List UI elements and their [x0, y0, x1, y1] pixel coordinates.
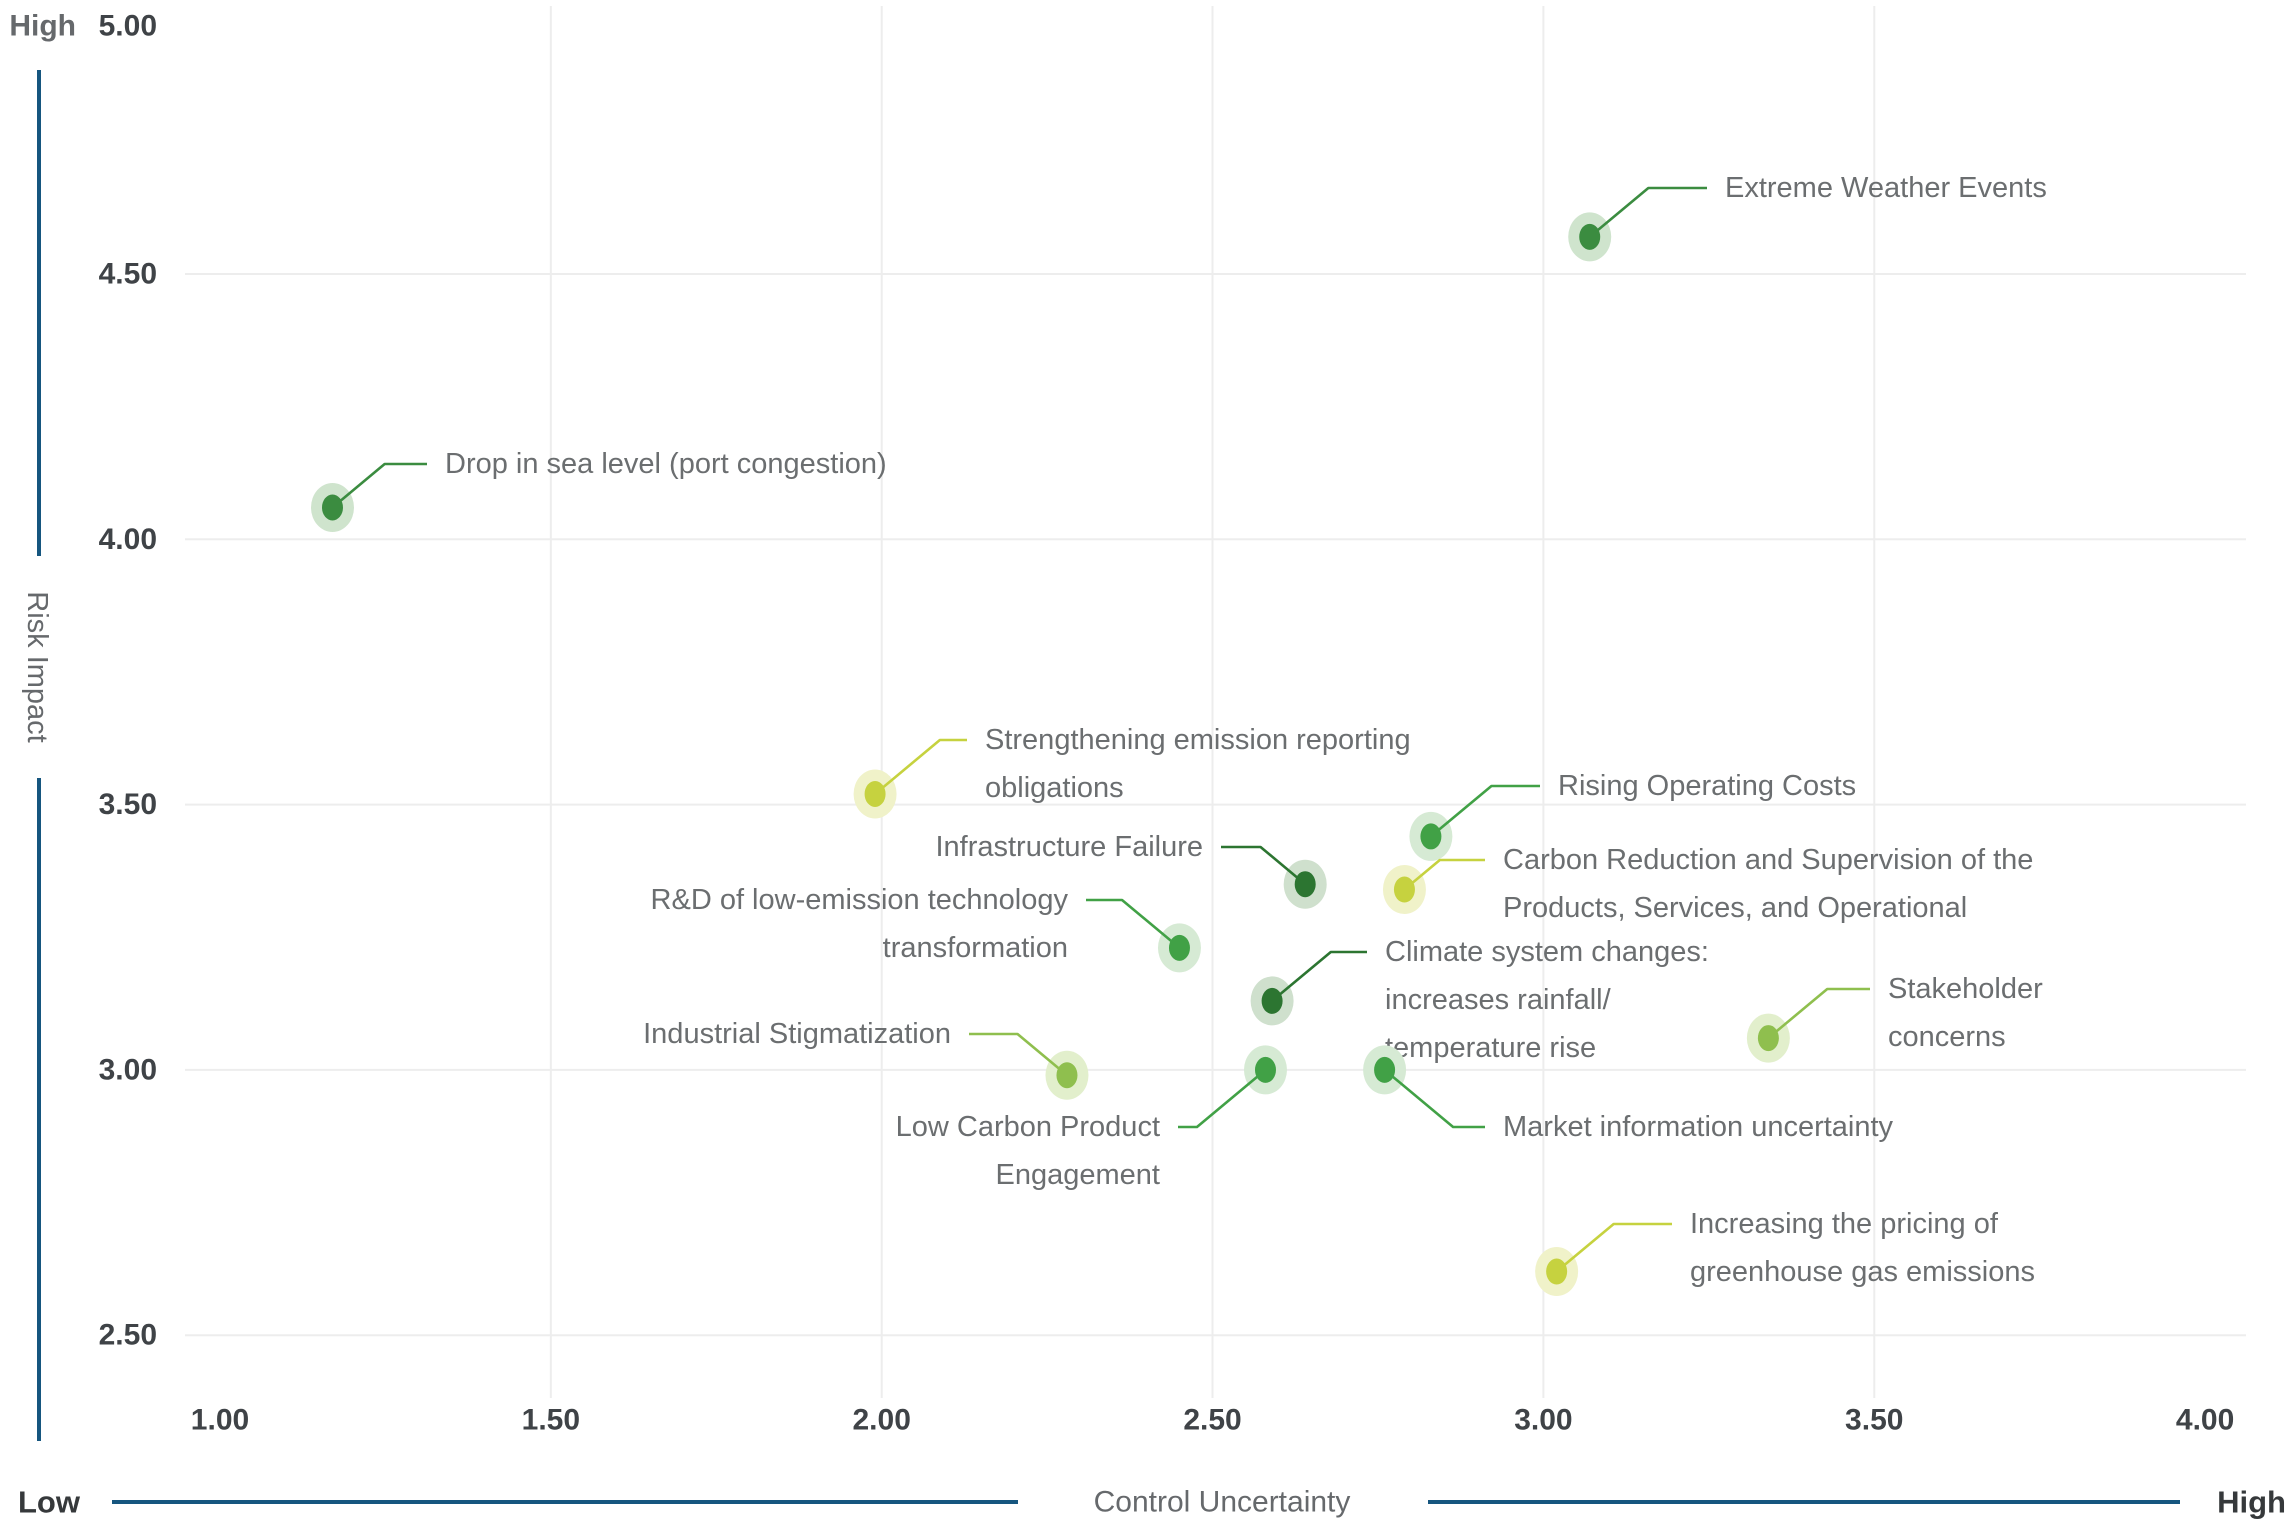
point-label-rd-low-emission-technology: R&D of low-emission technology [651, 884, 1069, 916]
point-dot-extreme-weather-events [1579, 223, 1601, 250]
point-dot-market-information-uncertainty [1374, 1056, 1396, 1083]
point-label-strengthening-emission-reporting: Strengthening emission reporting [985, 724, 1411, 756]
leader-line [874, 738, 967, 795]
point-dot-stakeholder-concerns [1757, 1025, 1779, 1052]
leader-line [1271, 950, 1367, 1002]
x-axis-title: Control Uncertainty [1094, 1486, 1351, 1519]
y-axis-high-label: High [9, 10, 76, 43]
x-axis-tick-label: 1.00 [191, 1404, 249, 1437]
point-label-carbon-reduction-supervision: Carbon Reduction and Supervision of the [1503, 844, 2033, 876]
y-axis-title: Risk Impact [21, 591, 53, 742]
x-axis-tick-label: 3.00 [1514, 1404, 1572, 1437]
leader-line [1383, 1068, 1485, 1129]
leader-line [1086, 898, 1181, 949]
y-axis-tick-label: 2.50 [99, 1319, 157, 1352]
point-label-climate-system-changes: temperature rise [1385, 1032, 1596, 1064]
leader-line [1221, 845, 1307, 886]
point-label-stakeholder-concerns: concerns [1888, 1021, 2006, 1053]
y-axis-tick-label: 3.00 [99, 1053, 157, 1086]
leader-line [1767, 987, 1870, 1040]
point-label-market-information-uncertainty: Market information uncertainty [1503, 1111, 1894, 1143]
x-axis-tick-label: 3.50 [1845, 1404, 1903, 1437]
point-label-increasing-pricing-ghg: Increasing the pricing of [1690, 1208, 1999, 1240]
point-dot-low-carbon-product-engagement [1254, 1056, 1276, 1083]
point-label-carbon-reduction-supervision: Products, Services, and Operational [1503, 892, 1967, 924]
point-label-infrastructure-failure: Infrastructure Failure [935, 831, 1203, 863]
point-dot-drop-in-sea-level [321, 494, 343, 521]
point-label-drop-in-sea-level: Drop in sea level (port congestion) [445, 448, 887, 480]
y-axis-tick-label: 4.50 [99, 258, 157, 291]
point-label-strengthening-emission-reporting: obligations [985, 772, 1124, 804]
point-dot-climate-system-changes [1261, 987, 1283, 1014]
y-axis-tick-label: 3.50 [99, 788, 157, 821]
leader-line [1555, 1222, 1672, 1273]
point-label-rising-operating-costs: Rising Operating Costs [1558, 770, 1856, 802]
point-dot-carbon-reduction-supervision [1393, 876, 1415, 903]
point-label-rd-low-emission-technology: transformation [883, 932, 1068, 964]
point-dot-increasing-pricing-ghg [1546, 1258, 1568, 1285]
leader-line [1403, 858, 1485, 891]
x-axis-tick-label: 4.00 [2176, 1404, 2234, 1437]
point-label-industrial-stigmatization: Industrial Stigmatization [643, 1018, 951, 1050]
x-axis-tick-label: 2.50 [1183, 1404, 1241, 1437]
y-axis-tick-label: 4.00 [99, 523, 157, 556]
point-label-extreme-weather-events: Extreme Weather Events [1725, 172, 2047, 204]
x-axis-tick-label: 2.00 [853, 1404, 911, 1437]
point-label-stakeholder-concerns: Stakeholder [1888, 973, 2043, 1005]
y-axis-tick-label: 5.00 [99, 10, 157, 43]
point-dot-rising-operating-costs [1420, 823, 1442, 850]
point-label-climate-system-changes: Climate system changes: [1385, 936, 1709, 968]
point-label-increasing-pricing-ghg: greenhouse gas emissions [1690, 1256, 2035, 1288]
leader-line [969, 1032, 1068, 1077]
point-dot-industrial-stigmatization [1056, 1062, 1078, 1089]
leader-line [1178, 1068, 1267, 1129]
x-axis-low-label: Low [18, 1485, 81, 1520]
x-axis-tick-label: 1.50 [522, 1404, 580, 1437]
point-dot-infrastructure-failure [1294, 871, 1316, 898]
point-dot-strengthening-emission-reporting [864, 780, 886, 807]
point-dot-rd-low-emission-technology [1168, 934, 1190, 961]
point-label-low-carbon-product-engagement: Engagement [996, 1159, 1160, 1191]
point-label-climate-system-changes: increases rainfall/ [1385, 984, 1612, 1016]
point-label-low-carbon-product-engagement: Low Carbon Product [896, 1111, 1160, 1143]
leader-line [331, 462, 427, 509]
leader-line [1430, 784, 1540, 838]
leader-line [1588, 186, 1707, 238]
x-axis-high-label: High [2217, 1485, 2286, 1520]
